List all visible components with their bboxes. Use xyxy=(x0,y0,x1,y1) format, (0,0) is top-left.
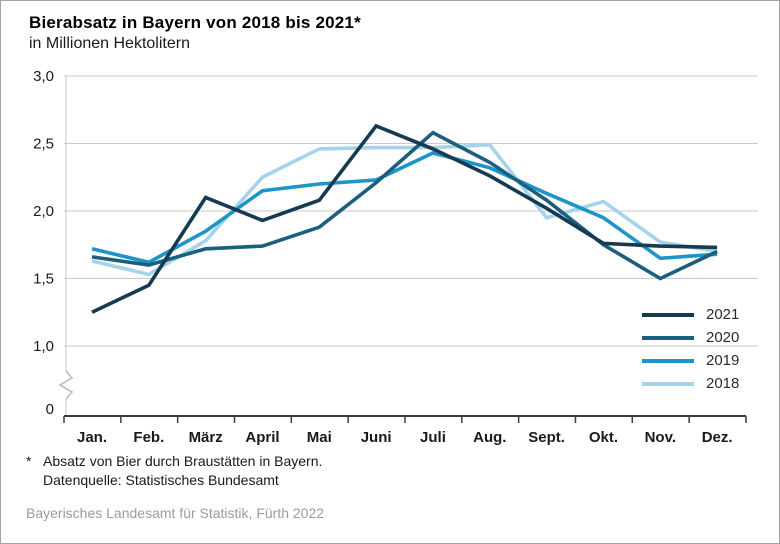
series-line-2019 xyxy=(91,151,718,265)
x-axis-month-label: Feb. xyxy=(133,429,164,446)
y-axis-tick-label: 3,0 xyxy=(33,68,54,85)
chart-subtitle: in Millionen Hektolitern xyxy=(29,35,190,52)
y-axis-break-icon xyxy=(58,370,74,400)
y-axis-tick-label: 2,5 xyxy=(33,136,54,153)
series-line-2018 xyxy=(91,143,718,277)
chart-legend: 2021 2020 2019 2018 xyxy=(642,307,739,392)
footnote-marker: * xyxy=(26,453,32,469)
x-axis-month-label: Mai xyxy=(307,429,332,446)
legend-label: 2019 xyxy=(706,352,740,369)
chart-title: Bierabsatz in Bayern von 2018 bis 2021* xyxy=(29,13,361,32)
y-axis-zero-label: 0 xyxy=(46,401,54,418)
series-line-2021 xyxy=(91,123,718,314)
legend-swatch-2019 xyxy=(642,359,694,363)
x-axis-month-label: Aug. xyxy=(473,429,506,446)
footnote-line-1: Absatz von Bier durch Braustätten in Bay… xyxy=(43,453,323,469)
x-axis-month-label: Juni xyxy=(361,429,392,446)
x-axis-month-label: Sept. xyxy=(528,429,565,446)
legend-item-2019: 2019 xyxy=(642,353,739,369)
x-axis-month-label: April xyxy=(245,429,279,446)
x-axis-month-label: März xyxy=(189,429,223,446)
x-axis-month-label: Dez. xyxy=(702,429,733,446)
legend-swatch-2018 xyxy=(642,382,694,386)
footnote-line-2: Datenquelle: Statistisches Bundesamt xyxy=(43,472,279,488)
x-axis-month-label: Nov. xyxy=(645,429,676,446)
legend-item-2020: 2020 xyxy=(642,330,739,346)
y-axis-tick-label: 1,5 xyxy=(33,271,54,288)
x-axis-month-label: Juli xyxy=(420,429,446,446)
legend-label: 2018 xyxy=(706,375,740,392)
legend-swatch-2020 xyxy=(642,336,694,340)
footnote: * Absatz von Bier durch Braustätten in B… xyxy=(26,452,322,490)
legend-swatch-2021 xyxy=(642,313,694,317)
series-line-2020 xyxy=(91,130,718,281)
legend-item-2018: 2018 xyxy=(642,376,739,392)
y-axis-tick-label: 1,0 xyxy=(33,338,54,355)
legend-label: 2020 xyxy=(706,329,740,346)
line-chart-canvas: 3,0 2,5 2,0 1,5 1,0 0 Jan. Feb. März April Mai Juni… xyxy=(33,68,758,446)
y-axis-tick-label: 2,0 xyxy=(33,203,54,220)
publisher-credit: Bayerisches Landesamt für Statistik, Für… xyxy=(26,505,325,521)
legend-item-2021: 2021 xyxy=(642,307,739,323)
x-axis-month-label: Okt. xyxy=(589,429,618,446)
legend-label: 2021 xyxy=(706,306,740,323)
x-axis-month-label: Jan. xyxy=(77,429,107,446)
